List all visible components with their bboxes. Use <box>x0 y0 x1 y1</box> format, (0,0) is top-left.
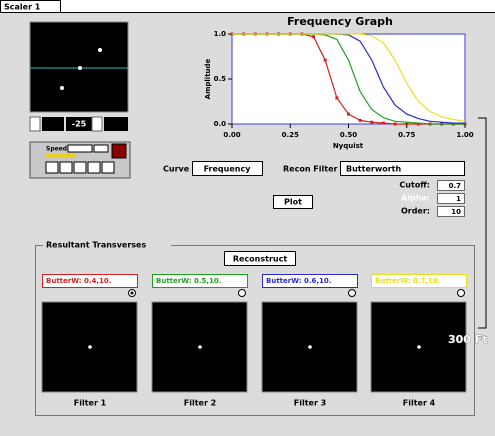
curve-marker <box>405 123 408 126</box>
alpha-label: Alpha: <box>401 194 430 203</box>
x-tick-label: 1.00 <box>456 131 473 139</box>
filter-radio[interactable] <box>458 290 465 297</box>
offset: -25 <box>72 120 87 129</box>
speed-down[interactable] <box>68 145 92 152</box>
filter-dot <box>308 345 312 349</box>
recon-label: Recon Filter <box>283 165 338 174</box>
filter-name: Filter 1 <box>74 399 107 408</box>
viewer-dot <box>60 86 64 90</box>
back-button[interactable] <box>60 162 72 173</box>
x-tick-label: 0.00 <box>223 131 240 139</box>
spinner[interactable] <box>30 117 40 131</box>
filter-label: ButterW: 0.4,10. <box>46 277 111 285</box>
curve-label: Curve <box>163 165 190 174</box>
curve-marker <box>370 121 373 124</box>
x-tick-label: 0.50 <box>340 131 357 139</box>
x-axis-label: Nyquist <box>333 142 364 150</box>
curve-marker <box>324 59 327 62</box>
filter-name: Filter 3 <box>294 399 327 408</box>
order-label: Order: <box>401 207 430 216</box>
cutoff-value: 0.7 <box>449 182 462 190</box>
filter-radio-dot <box>131 292 134 295</box>
curve-marker <box>335 96 338 99</box>
curve-marker <box>312 35 315 38</box>
group-title: Resultant Transverses <box>46 241 146 250</box>
curve-marker <box>382 122 385 125</box>
x-tick-label: 0.75 <box>398 131 415 139</box>
filter-name: Filter 2 <box>184 399 217 408</box>
curve-value: Frequency <box>204 165 252 174</box>
filter-dot <box>417 345 421 349</box>
y-tick-label: 0.0 <box>214 120 227 128</box>
speed-up[interactable] <box>94 145 108 152</box>
reconstruct-label: Reconstruct <box>233 255 287 264</box>
rewind-button[interactable] <box>46 162 58 173</box>
cutoff-label: Cutoff: <box>399 181 430 190</box>
window: Scaler 1 -25 Speed Frequency Graph Ampli… <box>0 0 495 436</box>
speed-label: Speed <box>46 146 67 153</box>
curve-marker <box>359 119 362 122</box>
recon-value: Butterworth <box>346 165 401 174</box>
spinner[interactable] <box>92 117 102 131</box>
overlay-label: 300 Ft <box>448 333 488 346</box>
alpha-value: 1 <box>456 195 461 203</box>
tab-label: Scaler 1 <box>4 3 41 12</box>
play-button[interactable] <box>88 162 100 173</box>
plot-area <box>232 34 465 124</box>
y-axis-label: Amplitude <box>204 58 212 99</box>
curve-marker <box>347 113 350 116</box>
filter-dot <box>198 345 202 349</box>
speed-bar <box>46 154 76 158</box>
forward-button[interactable] <box>102 162 114 173</box>
x-tick-label: 0.25 <box>282 131 299 139</box>
y-tick-label: 0.5 <box>214 75 227 83</box>
filter-name: Filter 4 <box>403 399 436 408</box>
filter-dot <box>88 345 92 349</box>
stop-button[interactable] <box>74 162 86 173</box>
chart: 0.0 0.5 1.0 0.00 0.25 0.50 0.75 1.00 <box>214 30 474 139</box>
field <box>42 117 64 131</box>
stop-indicator <box>112 144 126 158</box>
order-value: 10 <box>451 208 461 216</box>
plot-label: Plot <box>284 198 302 207</box>
y-tick-label: 1.0 <box>214 30 227 38</box>
filter-radio[interactable] <box>239 290 246 297</box>
filter-label: ButterW: 0.7,10. <box>375 277 440 285</box>
filter-label: ButterW: 0.6,10. <box>266 277 331 285</box>
curve-marker <box>394 123 397 126</box>
filter-radio[interactable] <box>349 290 356 297</box>
viewer-dot <box>78 66 82 70</box>
chart-title: Frequency Graph <box>287 15 393 28</box>
filter-label: ButterW: 0.5,10. <box>156 277 221 285</box>
field <box>104 117 128 131</box>
viewer-dot <box>98 48 102 52</box>
